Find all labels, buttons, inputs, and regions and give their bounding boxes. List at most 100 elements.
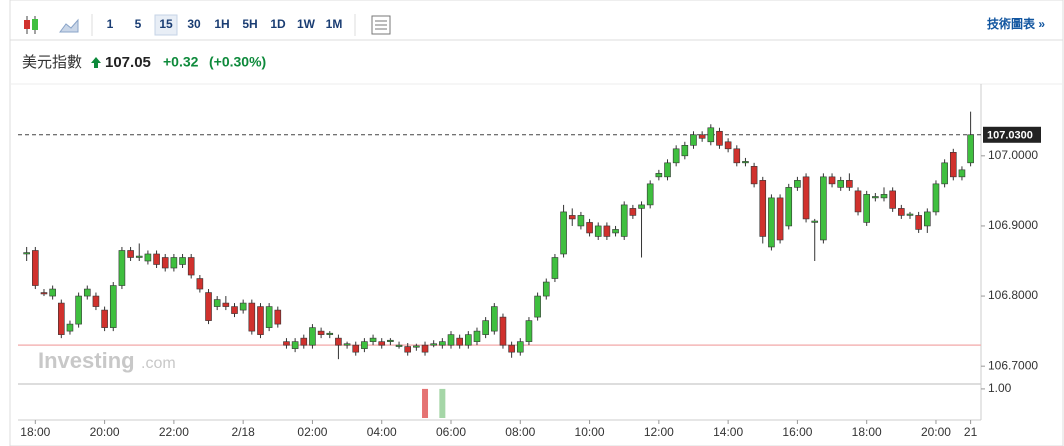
candle-icon[interactable] (24, 16, 38, 34)
candle-body (231, 306, 238, 314)
interval-button[interactable]: 15 (159, 17, 173, 31)
candle-body (127, 250, 134, 258)
candle-body (716, 130, 723, 146)
interval-button[interactable]: 1 (107, 17, 114, 31)
candle-body (794, 180, 801, 188)
candle-body (170, 257, 178, 269)
candle-body (655, 173, 663, 178)
candle-body (958, 169, 966, 178)
candle-body (343, 343, 351, 346)
x-tick-label: 16:00 (782, 425, 812, 439)
candle-body (456, 337, 463, 346)
candle-body (274, 309, 282, 325)
candle-body (213, 299, 221, 307)
candle-body (880, 194, 888, 199)
candle-body (681, 145, 689, 157)
candle-body (620, 204, 628, 237)
candle-body (439, 341, 446, 346)
candle-body (196, 278, 204, 290)
candle-body (291, 341, 299, 349)
interval-button[interactable]: 30 (187, 17, 201, 31)
candle-body (941, 162, 948, 185)
interval-button[interactable]: 1W (297, 17, 316, 31)
candle-body (135, 255, 143, 258)
interval-button[interactable]: 5 (135, 17, 142, 31)
candle-body (542, 281, 550, 297)
interval-button[interactable]: 1M (326, 17, 343, 31)
y-tick-label: 106.9000 (988, 218, 1038, 232)
candle-body (404, 346, 412, 353)
candle-body (32, 250, 39, 286)
interval-button[interactable]: 1D (270, 17, 286, 31)
candle-body (551, 257, 559, 279)
candle-body (967, 134, 974, 164)
interval-button[interactable]: 1H (214, 17, 229, 31)
candle-body (690, 134, 697, 146)
candle-body (915, 215, 922, 230)
candle-body (248, 302, 256, 332)
candle-body (23, 252, 30, 255)
volume-bar (422, 388, 429, 418)
candle-body (161, 257, 169, 269)
candle-body (66, 323, 74, 332)
change: +0.32 (163, 54, 199, 70)
x-tick-label: 18:00 (20, 425, 50, 439)
candle-body (577, 215, 585, 227)
candle-body (811, 220, 819, 223)
candle-body (629, 208, 637, 216)
candle-body (92, 295, 100, 307)
volume-bar (439, 388, 446, 418)
candle-body (317, 330, 325, 335)
candle-body (924, 211, 931, 227)
watermark: Investing (38, 348, 135, 373)
x-tick-label: 12:00 (644, 425, 674, 439)
candle-body (837, 180, 845, 188)
candle-body (768, 197, 775, 248)
candle-body (413, 345, 420, 348)
candle-body (309, 327, 316, 346)
candle-body (949, 152, 957, 178)
candle-body (664, 162, 671, 178)
x-tick-label: 2/18 (231, 425, 255, 439)
candle-body (785, 187, 793, 227)
change-pct: (+0.30%) (209, 54, 266, 70)
candle-body (863, 194, 870, 223)
candle-body (482, 320, 489, 335)
candle-body (906, 213, 914, 216)
candle-body (101, 309, 108, 328)
frame (9, 0, 1064, 446)
x-tick-label: 18:00 (852, 425, 882, 439)
candle-body (465, 334, 472, 346)
area-icon[interactable] (59, 18, 79, 33)
candle-body (508, 344, 515, 353)
interval-button[interactable]: 5H (242, 17, 257, 31)
x-tick-label: 20:00 (921, 425, 951, 439)
candle-body (499, 316, 507, 346)
tech-chart-link[interactable]: 技術圖表 » (987, 16, 1045, 31)
x-tick-label: 02:00 (297, 425, 327, 439)
candle-body (144, 253, 152, 262)
candle-body (638, 204, 645, 209)
x-tick-label: 08:00 (505, 425, 535, 439)
y-tick-label: 106.7000 (988, 358, 1038, 372)
candle-body (369, 337, 377, 342)
candle-body (222, 302, 230, 307)
table-icon[interactable] (371, 15, 391, 35)
up-arrow (91, 57, 101, 68)
candle-body (430, 343, 437, 346)
candle-body (265, 306, 273, 328)
selected-button-bg (154, 14, 178, 36)
candle-body (179, 257, 186, 265)
candle-body (612, 229, 619, 234)
candle-body (361, 341, 368, 349)
candle-body (586, 222, 593, 234)
candle-body (846, 180, 853, 188)
candle-body (854, 190, 862, 213)
candle-body (932, 183, 940, 213)
candle-body (187, 257, 195, 276)
watermark-suffix: .com (141, 355, 176, 372)
candle-body (300, 337, 308, 346)
candle-body (889, 190, 896, 209)
y-tick-label: 107.0000 (988, 148, 1038, 162)
